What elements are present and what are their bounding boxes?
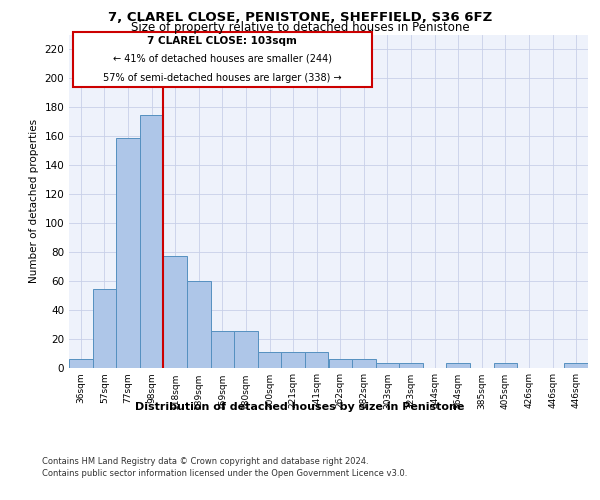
Bar: [376, 363, 399, 368]
Text: Contains public sector information licensed under the Open Government Licence v3: Contains public sector information licen…: [42, 469, 407, 478]
Bar: [494, 363, 517, 368]
Bar: [399, 363, 423, 368]
Bar: [116, 138, 140, 368]
Bar: [258, 352, 281, 368]
Bar: [305, 352, 329, 368]
Bar: [565, 363, 588, 368]
Bar: [352, 359, 376, 368]
Bar: [69, 359, 92, 368]
Bar: [281, 352, 305, 368]
Bar: [446, 363, 470, 368]
Text: 7 CLAREL CLOSE: 103sqm: 7 CLAREL CLOSE: 103sqm: [148, 36, 298, 46]
Text: 57% of semi-detached houses are larger (338) →: 57% of semi-detached houses are larger (…: [103, 72, 341, 83]
FancyBboxPatch shape: [73, 32, 371, 86]
Text: Contains HM Land Registry data © Crown copyright and database right 2024.: Contains HM Land Registry data © Crown c…: [42, 458, 368, 466]
Bar: [187, 281, 211, 368]
Text: 7, CLAREL CLOSE, PENISTONE, SHEFFIELD, S36 6FZ: 7, CLAREL CLOSE, PENISTONE, SHEFFIELD, S…: [108, 11, 492, 24]
Bar: [329, 359, 352, 368]
Bar: [163, 256, 187, 368]
Bar: [140, 114, 163, 368]
Bar: [211, 332, 234, 368]
Bar: [234, 332, 258, 368]
Text: Size of property relative to detached houses in Penistone: Size of property relative to detached ho…: [131, 21, 469, 34]
Bar: [92, 290, 116, 368]
Text: ← 41% of detached houses are smaller (244): ← 41% of detached houses are smaller (24…: [113, 53, 332, 63]
Text: Distribution of detached houses by size in Penistone: Distribution of detached houses by size …: [136, 402, 464, 412]
Y-axis label: Number of detached properties: Number of detached properties: [29, 119, 39, 284]
